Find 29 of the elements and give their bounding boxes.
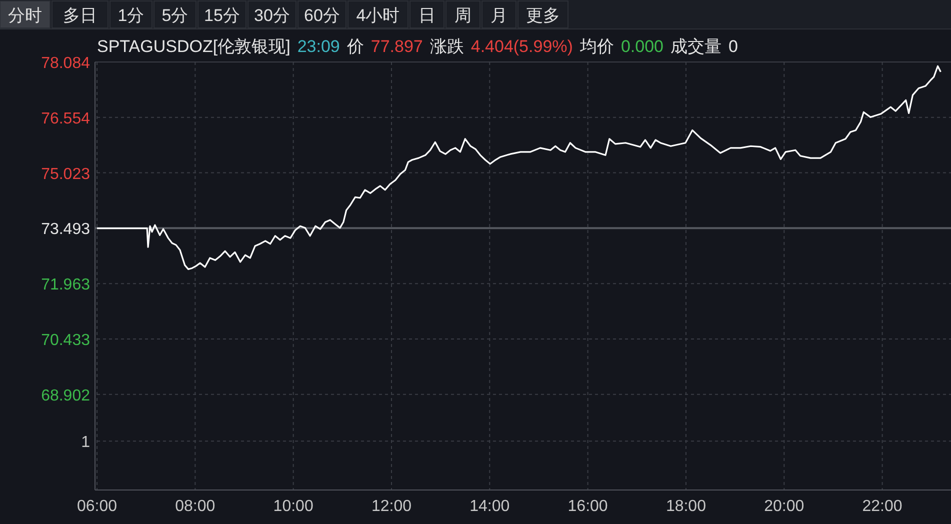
y-tick-label: 76.554 <box>41 110 90 128</box>
text: 1 <box>81 434 90 452</box>
x-tick-label: 22:00 <box>862 498 902 515</box>
text: 4.404(5.99%) <box>470 37 573 56</box>
text: 77.897 <box>370 37 423 56</box>
chart-title: SPTAGUSDOZ[伦敦银现] <box>97 37 290 56</box>
text: 成交量 <box>670 37 722 56</box>
text: 23:09 <box>297 37 340 56</box>
tab-bar: 分时 多日 1分 5分 15分 30分 60分 4小时 日 周 月 更多 <box>0 0 951 29</box>
y-tick-label: 71.963 <box>41 276 90 294</box>
x-tick-label: 20:00 <box>764 498 804 515</box>
x-tick-label: 08:00 <box>175 498 216 515</box>
text: 价 <box>346 37 364 56</box>
text: 均价 <box>578 37 614 56</box>
x-tick-label: 10:00 <box>273 498 314 515</box>
x-tick-label: 16:00 <box>568 498 608 515</box>
y-tick-label: 78.084 <box>41 55 90 72</box>
line-series <box>96 65 942 270</box>
x-tick-label: 12:00 <box>371 498 412 515</box>
y-tick-label: 73.493 <box>41 221 90 238</box>
y-tick-label: 70.433 <box>41 332 90 349</box>
x-tick-label: 06:00 <box>76 498 118 515</box>
x-tick-label: 18:00 <box>666 498 706 515</box>
text: 0.000 <box>620 37 664 56</box>
y-tick-label: 75.023 <box>41 166 90 183</box>
y-tick-label: 68.902 <box>41 387 90 404</box>
x-tick-label: 14:00 <box>470 498 510 515</box>
text: 0 <box>728 37 738 56</box>
text: 涨跌 <box>430 37 464 56</box>
